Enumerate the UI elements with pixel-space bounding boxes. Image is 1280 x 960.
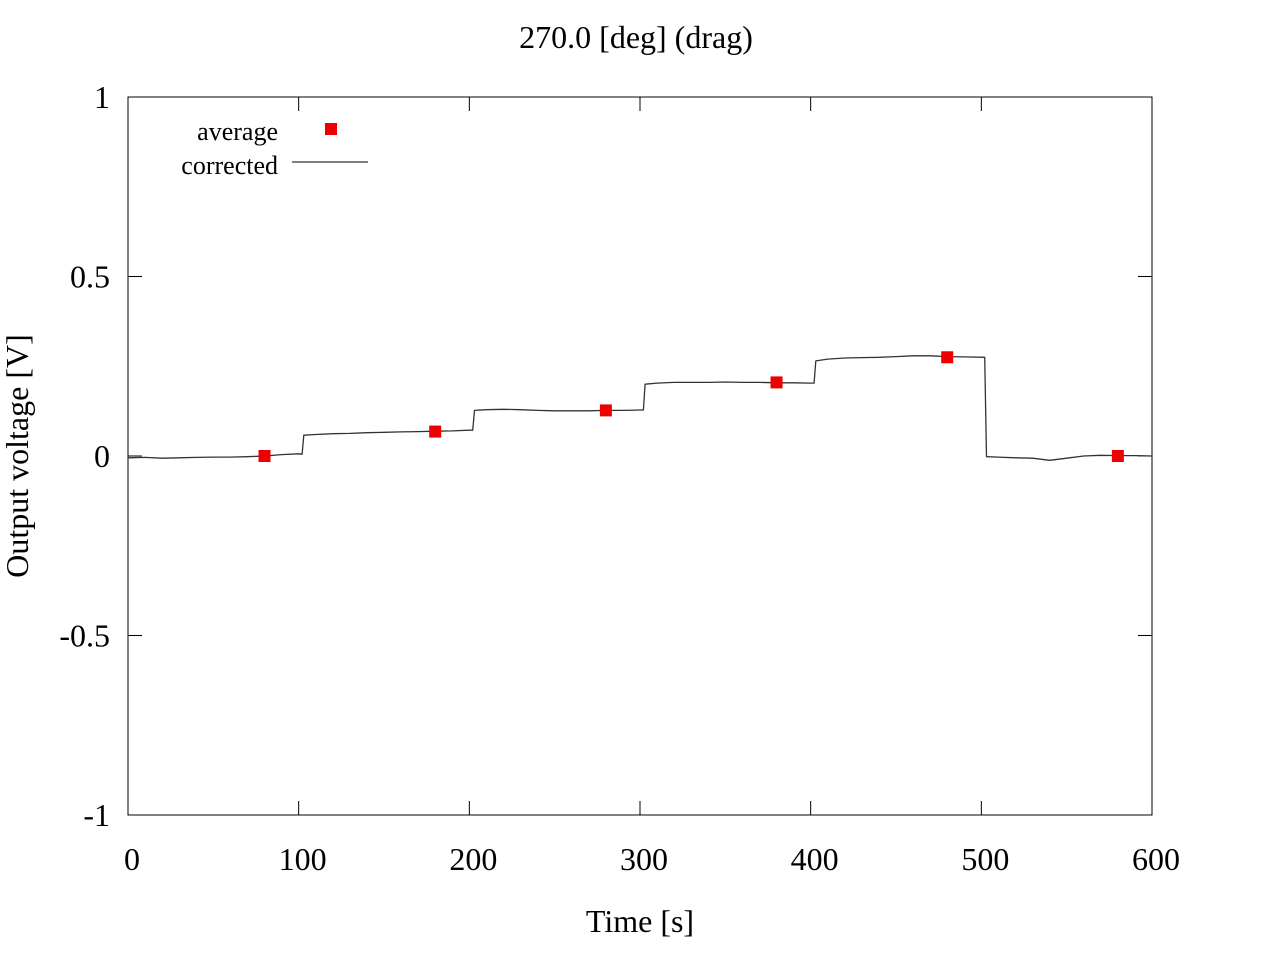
legend-label-average: average (197, 117, 278, 146)
x-tick-label: 200 (449, 841, 497, 877)
legend-label-corrected: corrected (181, 151, 278, 180)
y-tick-label: -0.5 (59, 618, 110, 654)
legend-marker-average (325, 123, 337, 135)
x-tick-label: 600 (1132, 841, 1180, 877)
data-point-average (599, 404, 612, 417)
chart-title: 270.0 [deg] (drag) (519, 19, 753, 55)
x-tick-label: 0 (124, 841, 140, 877)
x-tick-label: 300 (620, 841, 668, 877)
x-axis-label: Time [s] (586, 903, 694, 939)
y-axis-ticks: -1 -0.5 0 0.5 1 (59, 79, 1152, 833)
y-tick-label: 0.5 (70, 259, 110, 295)
series-line-corrected (127, 355, 1153, 461)
data-point-average (770, 376, 783, 389)
data-point-average (1111, 450, 1124, 462)
data-point-average (429, 425, 442, 438)
y-tick-label: -1 (83, 797, 110, 833)
x-tick-label: 100 (279, 841, 327, 877)
data-point-average (941, 351, 954, 364)
x-tick-label: 400 (791, 841, 839, 877)
x-tick-label: 500 (961, 841, 1009, 877)
x-axis-ticks: 0 100 200 300 400 500 600 (124, 97, 1180, 877)
y-axis-label: Output voltage [V] (0, 334, 35, 578)
legend: average corrected (181, 117, 368, 180)
y-tick-label: 1 (94, 79, 110, 115)
y-tick-label: 0 (94, 438, 110, 474)
series-layer (127, 351, 1153, 462)
data-point-average (258, 450, 271, 462)
